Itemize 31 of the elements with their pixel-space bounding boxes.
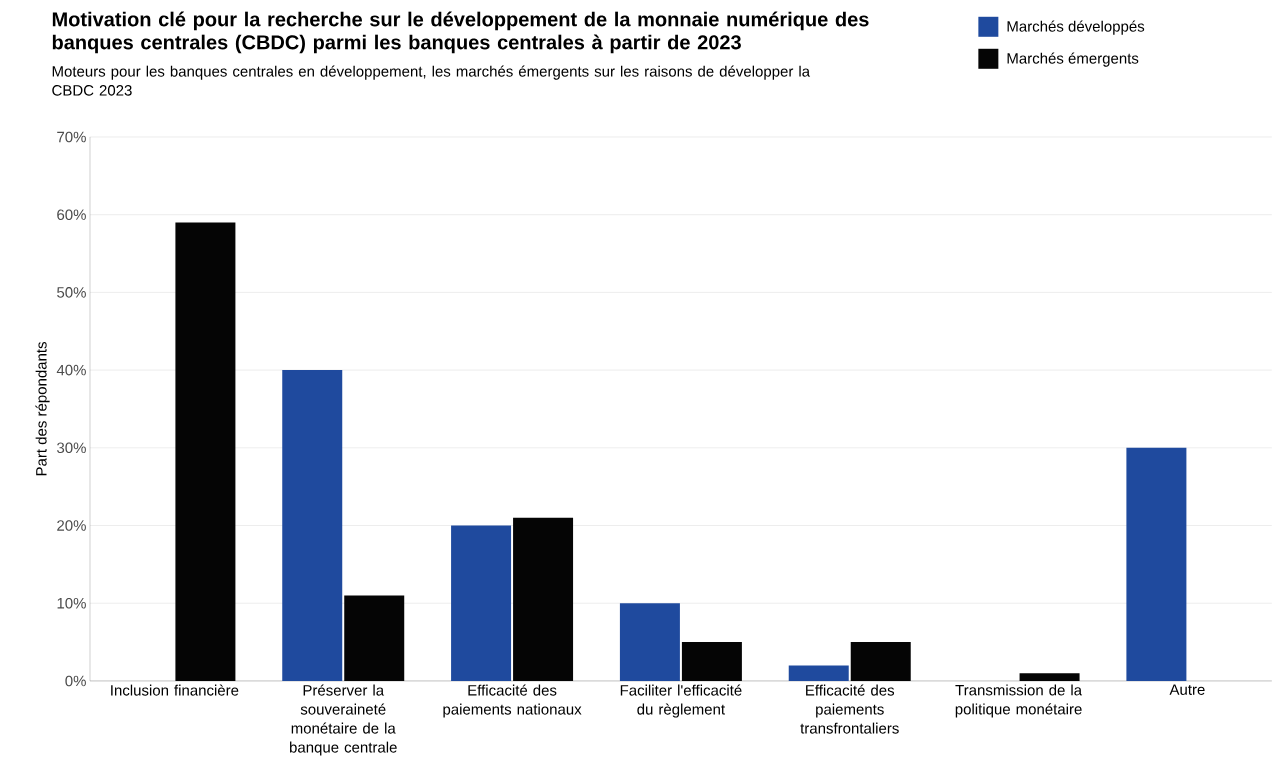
y-tick-label: 20% xyxy=(57,520,86,531)
bar xyxy=(1126,447,1187,681)
chart-subtitle: Moteurs pour les banques centrales en développement, les marchés émergents sur les raisons de développer la CBDC 2023 xyxy=(52,65,811,96)
legend-label: Marchés développés xyxy=(1007,20,1145,35)
y-tick-label: 40% xyxy=(56,364,86,376)
bar xyxy=(619,603,680,681)
y-tick-label: 50% xyxy=(57,287,86,298)
bar xyxy=(850,642,911,681)
x-tick-label: Faciliter l'efficacité du règlement xyxy=(620,684,742,718)
x-tick-label: Efficacité des paiements transfrontaliers xyxy=(800,684,899,734)
y-tick-label: 0% xyxy=(65,675,86,687)
x-tick-label: Autre xyxy=(1169,684,1205,695)
x-tick-label: Transmission de la politique monétaire xyxy=(955,684,1083,718)
bar xyxy=(451,525,512,681)
chart-title: Motivation clé pour la recherche sur le développement de la monnaie numérique des banques centrales (CBDC) parmi les banques centrales à partir de 2023 xyxy=(52,11,869,54)
bar xyxy=(175,222,236,681)
legend-label: Marchés émergents xyxy=(1007,52,1139,67)
y-tick-label: 10% xyxy=(57,597,86,609)
bar xyxy=(788,665,849,681)
x-tick-label: Efficacité des paiements nationaux xyxy=(443,684,582,718)
y-tick-label: 30% xyxy=(57,442,86,454)
y-axis-title: Part des répondants xyxy=(35,342,50,476)
bar xyxy=(282,370,343,681)
y-tick-label: 60% xyxy=(57,209,86,221)
bar xyxy=(681,642,742,681)
x-tick-label: Préserver la souveraineté monétaire de la banque centrale xyxy=(290,684,397,756)
y-tick-label: 70% xyxy=(57,131,86,143)
bar xyxy=(344,595,405,681)
bar xyxy=(1019,673,1080,681)
x-tick-label: Inclusion financière xyxy=(111,684,239,696)
bar xyxy=(513,517,574,681)
